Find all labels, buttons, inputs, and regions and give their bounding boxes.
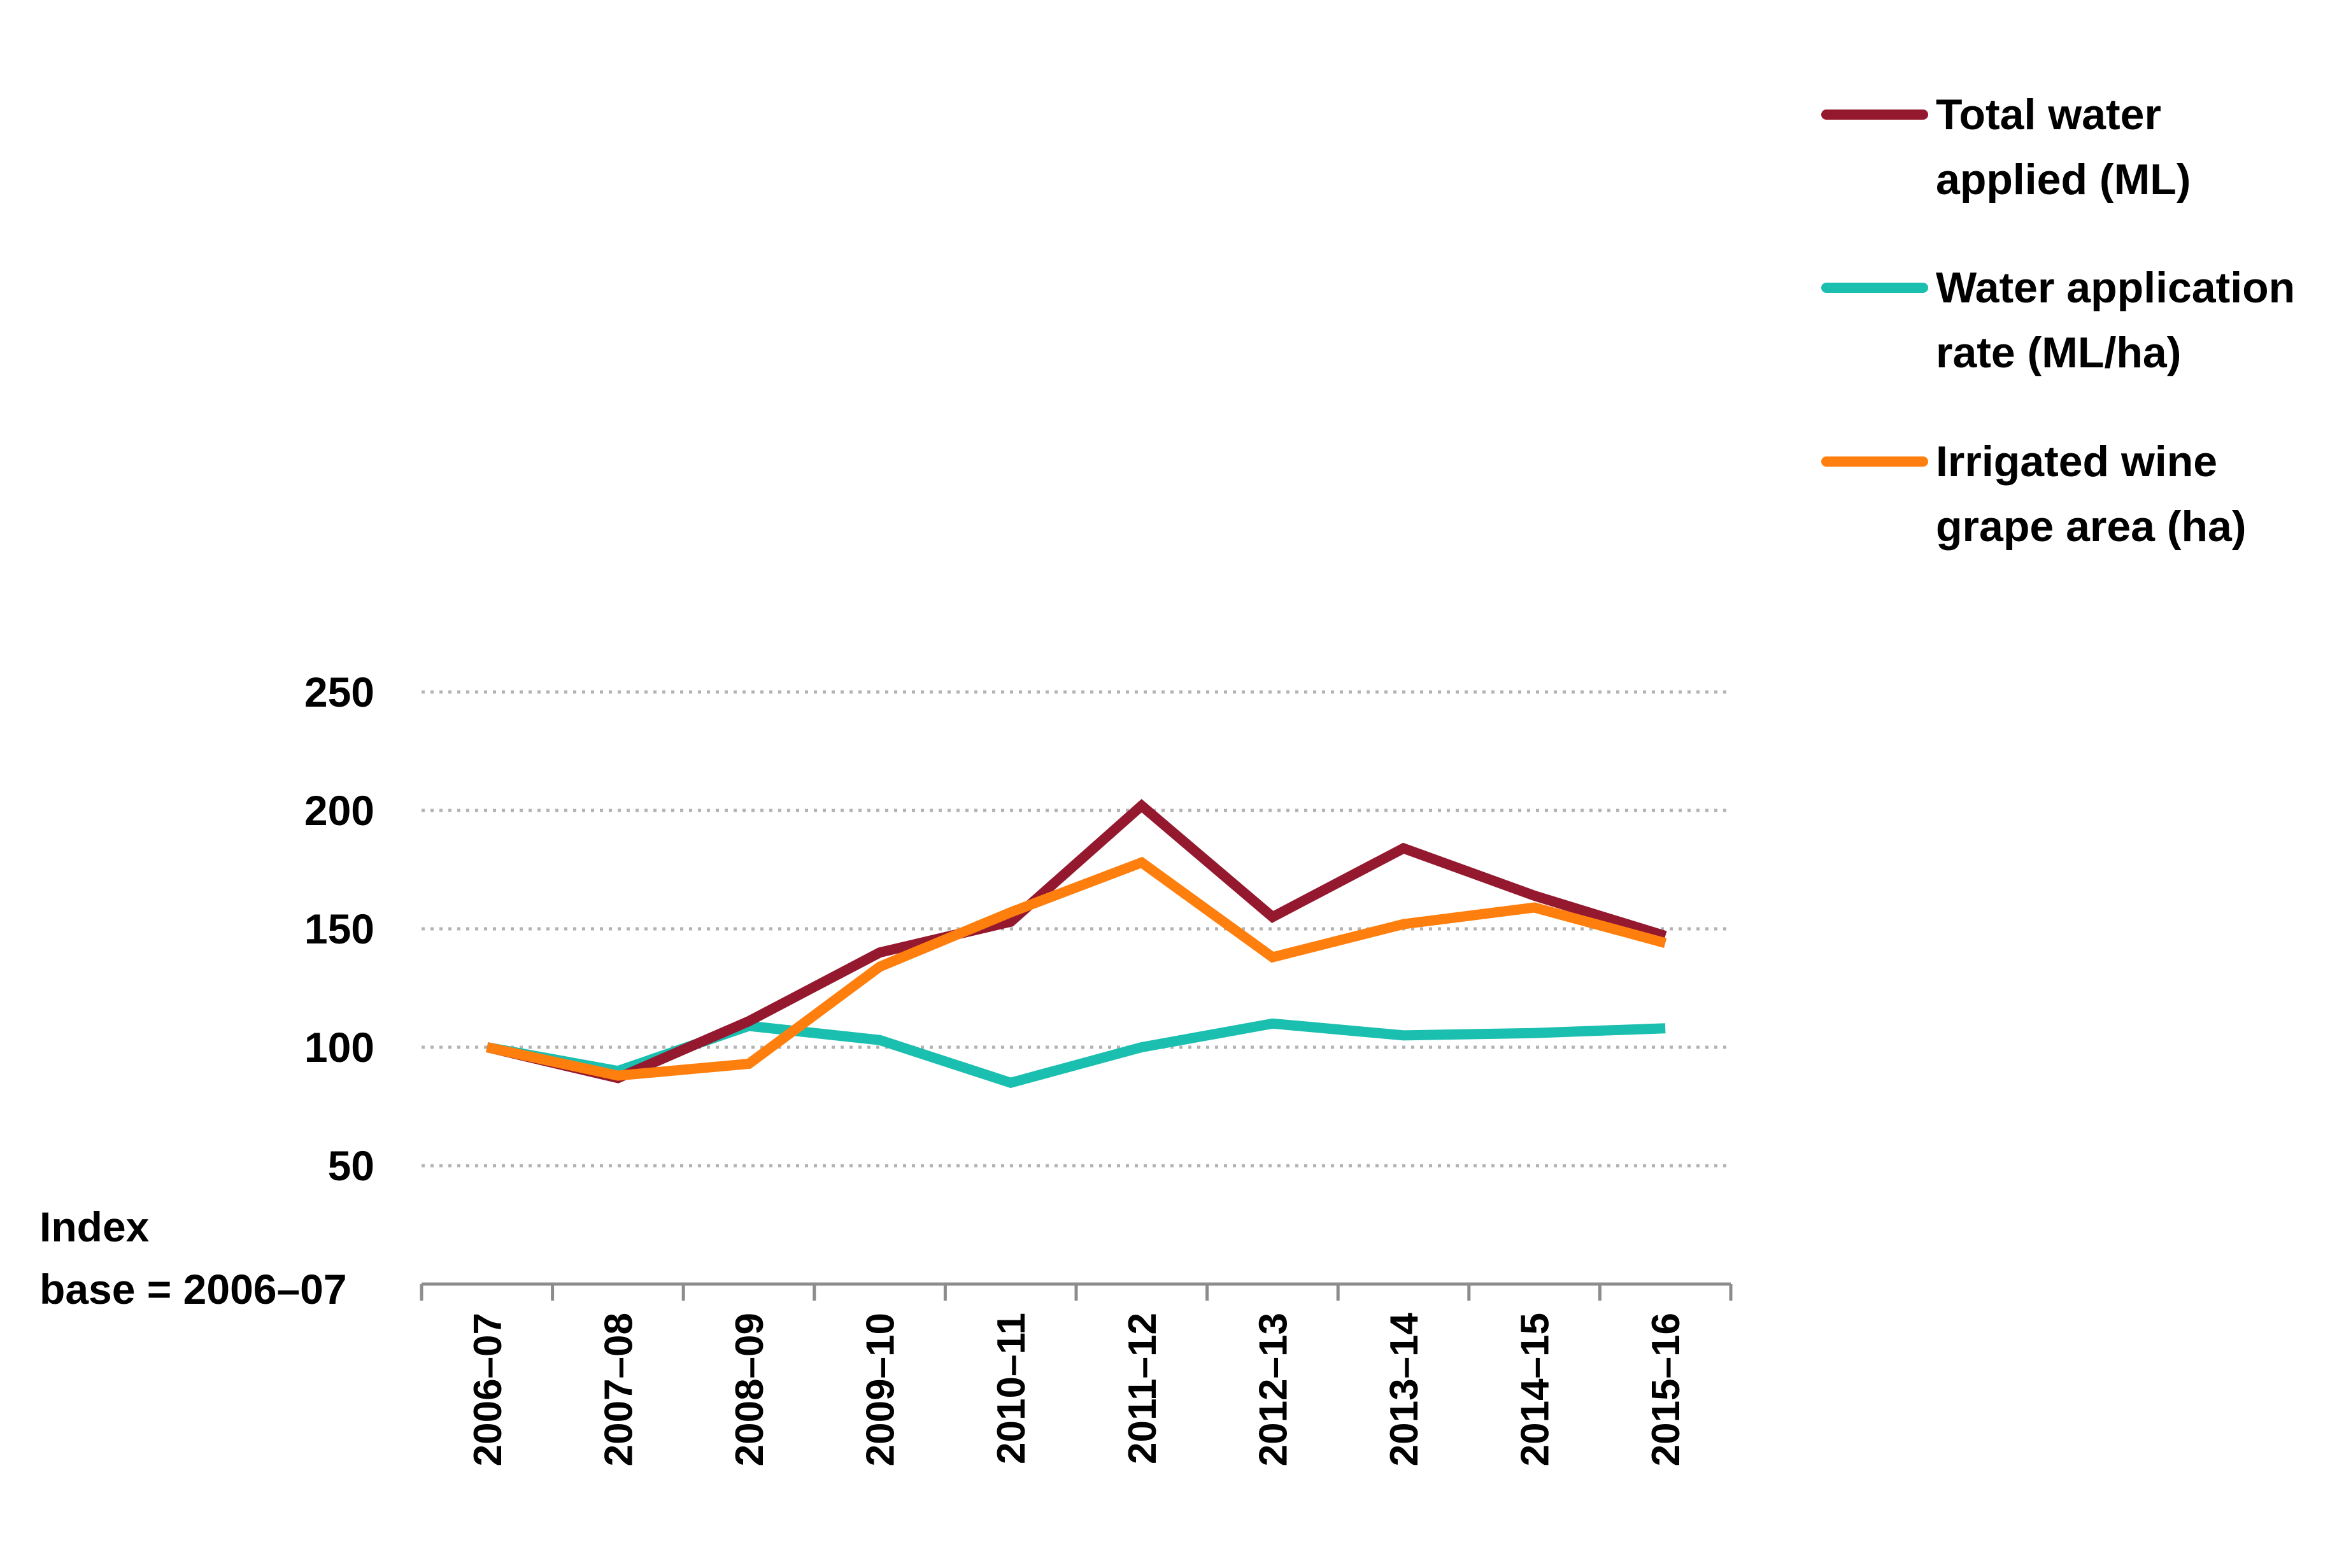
x-tick-label: 2012–13 (1251, 1313, 1295, 1466)
y-tick-label-100: 100 (304, 1024, 374, 1071)
x-tick-label: 2010–11 (990, 1313, 1034, 1464)
series-lines (485, 799, 1667, 1089)
index-note-line-1: Index (39, 1203, 150, 1250)
x-tick-label: 2006–07 (466, 1313, 510, 1466)
x-tick-label: 2014–15 (1514, 1313, 1558, 1466)
y-tick-label-150: 150 (304, 905, 374, 952)
legend-item-3: Irrigated wine grape area (ha) (1821, 437, 2247, 551)
x-tick-label: 2008–09 (728, 1313, 772, 1466)
legend-item-2: Water application rate (ML/ha) (1821, 264, 2295, 377)
legend-label-line: grape area (ha) (1936, 502, 2247, 551)
legend: Total water applied (ML) Water application… (1821, 90, 2295, 551)
index-note-line-2: base = 2006–07 (39, 1266, 347, 1313)
y-axis-tick-labels: 50 100 150 200 250 (304, 668, 374, 1189)
series-line-3 (486, 856, 1667, 1081)
legend-label-line: rate (ML/ha) (1936, 328, 2181, 377)
legend-item-1: Total water applied (ML) (1821, 90, 2191, 204)
x-tick-label: 2011–12 (1121, 1313, 1165, 1464)
y-axis-index-note: Index base = 2006–07 (39, 1203, 347, 1313)
x-tick-label: 2009–10 (859, 1313, 903, 1466)
y-tick-label-50: 50 (328, 1142, 374, 1189)
legend-label-line: Total water (1936, 90, 2161, 139)
legend-label-line: Water application (1936, 264, 2295, 312)
x-tick-label: 2015–16 (1644, 1313, 1688, 1466)
x-axis-tick-labels: 2006–07 2007–08 2008–09 2009–10 2010–11 2011–… (466, 1312, 1688, 1466)
x-axis (420, 1282, 1733, 1301)
legend-label-line: applied (ML) (1936, 155, 2191, 204)
x-tick-label: 2013–14 (1382, 1312, 1426, 1466)
gridlines (422, 690, 1731, 1168)
series-line-1 (485, 799, 1667, 1084)
x-tick-label: 2007–08 (597, 1313, 641, 1466)
legend-label-line: Irrigated wine (1936, 437, 2217, 486)
y-tick-label-250: 250 (304, 668, 374, 716)
y-tick-label-200: 200 (304, 787, 374, 834)
